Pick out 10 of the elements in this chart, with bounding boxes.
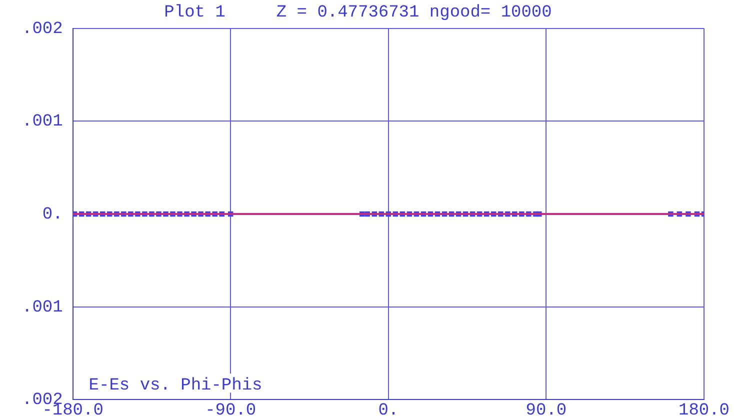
x-tick-label: 0. [378, 401, 399, 420]
annotation: E-Es vs. Phi-Phis [88, 376, 262, 396]
chart-title: Plot 1 Z = 0.47736731 ngood= 10000 [164, 4, 552, 23]
x-tick-label: 90.0 [526, 401, 567, 420]
x-tick-label: -90.0 [205, 401, 256, 420]
y-tick-label: .002 [22, 20, 63, 39]
y-tick-label: .001 [22, 298, 63, 318]
y-tick-label: 0. [42, 206, 63, 224]
y-tick-label: .001 [22, 112, 63, 132]
x-tick-label: 180.0 [678, 401, 730, 420]
